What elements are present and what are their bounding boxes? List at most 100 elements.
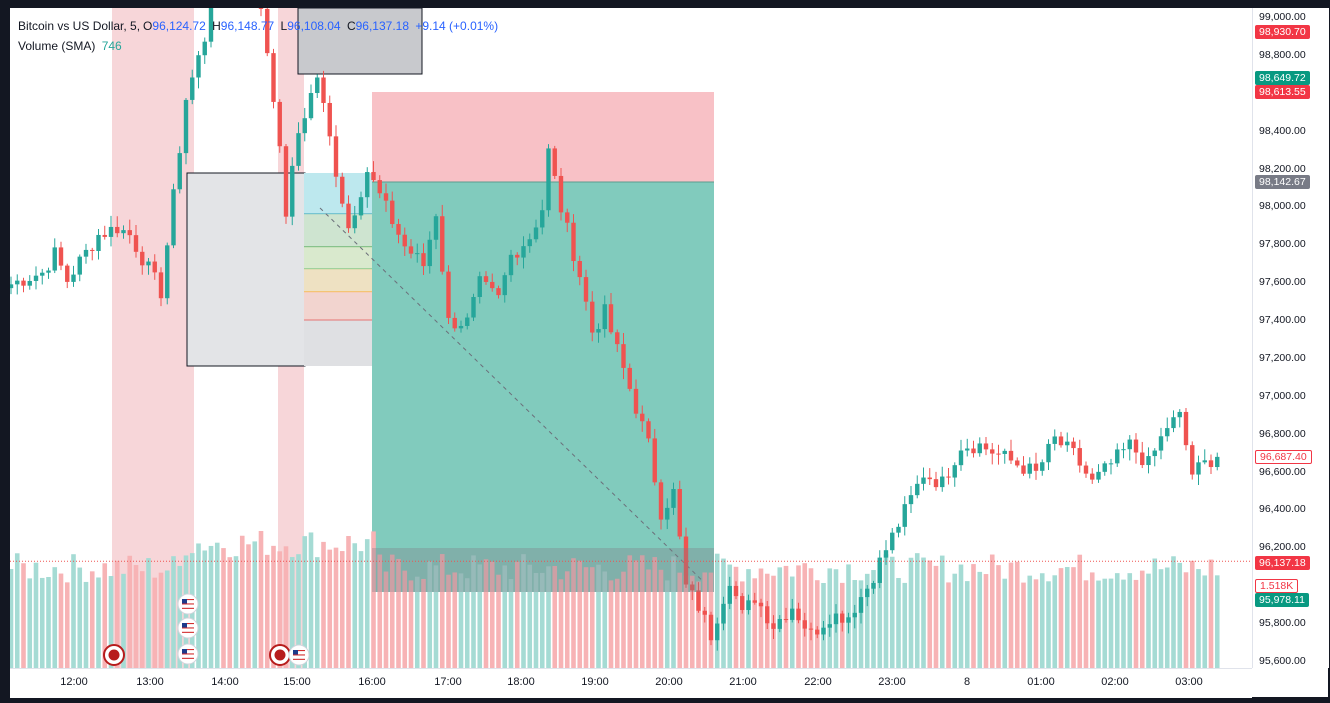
candle-body: [1065, 441, 1070, 446]
candle-body: [827, 624, 832, 628]
rectangle-drawing: [297, 8, 423, 75]
volume-bar: [446, 574, 451, 668]
volume-bar: [564, 571, 570, 668]
price-tag-label: 1.518K: [1255, 579, 1299, 593]
volume-bar: [164, 570, 170, 668]
candle-body: [846, 617, 851, 623]
candle-body: [990, 449, 995, 454]
candle-body: [10, 284, 14, 289]
time-axis[interactable]: 12:00 13:00 14:00 15:00 16:00 17:00 18:00 19:00…: [10, 668, 1252, 698]
price-chart[interactable]: [10, 8, 1252, 668]
candle-body: [902, 504, 907, 527]
candle-body: [615, 332, 620, 345]
candle-body: [608, 304, 614, 333]
candle-body: [590, 301, 595, 333]
candle-body: [271, 53, 276, 102]
volume-row: Volume (SMA) 746: [18, 36, 501, 56]
us-flag-stripe: [182, 631, 194, 633]
price-axis[interactable]: 99,000.00 98,800.00 98,400.00 98,200.00 98,0…: [1252, 8, 1329, 668]
time-tick-label: 8: [963, 676, 971, 688]
open-label: O: [143, 19, 153, 33]
candle-body: [190, 77, 195, 100]
high-value: 96,148.77: [220, 19, 275, 33]
volume-bar: [814, 580, 820, 668]
candle-body: [465, 317, 470, 326]
candle-body: [802, 620, 807, 629]
candle-body: [140, 251, 145, 266]
candle-body: [165, 245, 170, 299]
volume-bar: [808, 568, 814, 668]
volume-bar: [14, 553, 20, 668]
volume-bar: [464, 578, 470, 668]
volume-bar: [533, 572, 539, 668]
symbol-name[interactable]: Bitcoin vs US Dollar, 5,: [18, 19, 141, 33]
volume-bar: [1152, 558, 1158, 668]
plot-area[interactable]: Bitcoin vs US Dollar, 5, O96,124.72 H96,1…: [10, 8, 1252, 668]
volume-bar: [308, 532, 314, 668]
us-flag-stripe: [293, 658, 305, 660]
candle-body: [402, 234, 407, 247]
volume-bar: [871, 570, 876, 668]
volume-bar: [502, 565, 508, 668]
us-flag-canton: [293, 650, 298, 655]
candle-body: [408, 246, 414, 254]
volume-bar: [321, 541, 326, 668]
us-flag-stripe: [182, 657, 194, 659]
candle-body: [690, 584, 695, 591]
volume-bar: [596, 564, 601, 668]
volume-bar: [971, 564, 976, 668]
candle-body: [658, 482, 664, 520]
price-tick-label: 97,400.00: [1259, 314, 1306, 327]
candle-body: [427, 239, 432, 267]
volume-bar: [746, 569, 751, 668]
volume-bar: [646, 569, 651, 668]
candle-body: [940, 476, 945, 488]
volume-bar: [127, 555, 133, 668]
volume-bar: [496, 574, 501, 668]
candle-body: [58, 247, 64, 266]
volume-bar: [83, 581, 89, 668]
volume-bar: [277, 551, 283, 668]
volume-bar: [421, 578, 426, 668]
candle-body: [627, 367, 632, 389]
time-tick-label: 19:00: [581, 676, 609, 688]
time-tick-label: 12:00: [60, 676, 88, 688]
trend-line: [319, 207, 715, 593]
candle-body: [933, 479, 939, 488]
candle-body: [783, 619, 789, 621]
candle-body: [677, 488, 682, 537]
volume-bar: [958, 564, 964, 668]
candle-body: [833, 613, 839, 625]
volume-bar: [1139, 570, 1145, 668]
candle-body: [840, 613, 845, 623]
volume-bar: [202, 550, 208, 668]
volume-bar: [64, 582, 70, 668]
volume-label[interactable]: Volume (SMA): [18, 39, 96, 53]
candle-body: [771, 623, 776, 629]
volume-bar: [1096, 580, 1101, 668]
candle-body: [302, 118, 307, 134]
volume-bar: [1008, 562, 1014, 668]
volume-bar: [1171, 556, 1176, 668]
volume-bar: [1164, 567, 1170, 668]
volume-bar: [508, 579, 514, 668]
candle-body: [1058, 436, 1064, 446]
volume-bar: [1133, 579, 1139, 668]
volume-bar: [1058, 568, 1064, 668]
volume-bar: [627, 555, 633, 668]
volume-bar: [246, 544, 251, 668]
candle-body: [733, 585, 739, 597]
candle-body: [565, 212, 570, 223]
price-tick-label: 95,600.00: [1259, 655, 1306, 667]
volume-bar: [377, 554, 383, 668]
candle-body: [77, 256, 82, 275]
volume-bar: [1146, 573, 1151, 668]
time-tick-label: 03:00: [1175, 676, 1203, 688]
volume-bar: [89, 571, 95, 668]
candle-body: [577, 261, 582, 278]
candle-body: [421, 253, 426, 267]
volume-bar: [977, 571, 983, 668]
time-tick-label: 02:00: [1101, 676, 1129, 688]
time-tick-label: 01:00: [1027, 676, 1055, 688]
